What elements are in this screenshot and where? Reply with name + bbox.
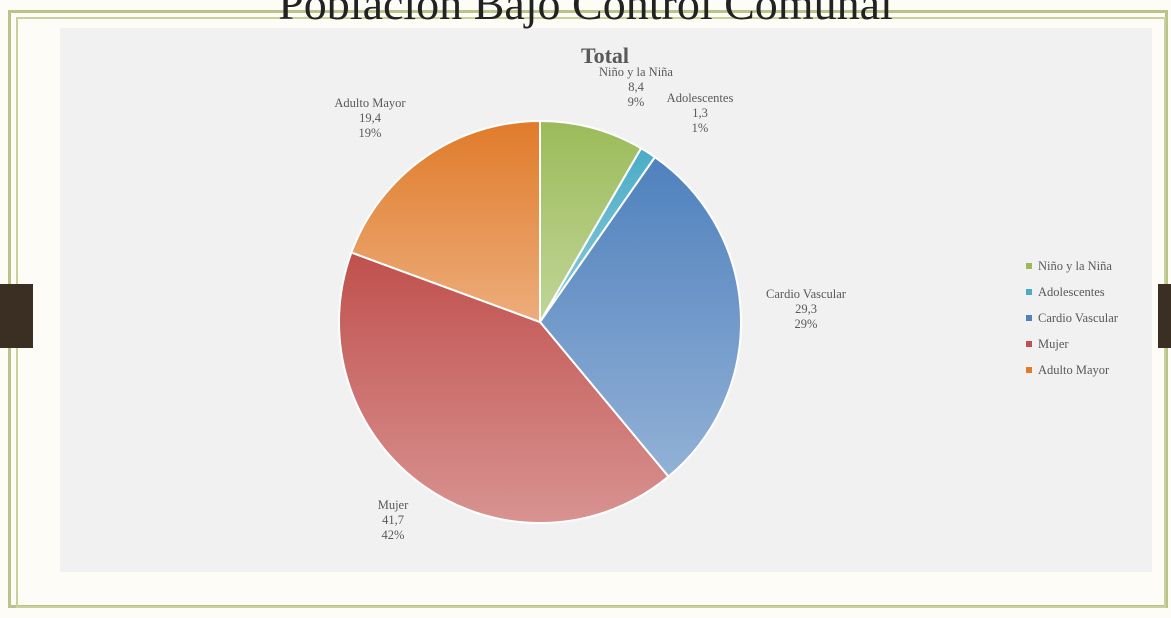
data-label-name-cardio-vascular: Cardio Vascular: [766, 287, 847, 301]
slide-title: Población Bajo Control Comunal: [278, 0, 893, 29]
data-label-percent-adolescentes: 1%: [692, 121, 709, 135]
data-label-value-nino-y-la-nina: 8,4: [628, 80, 644, 94]
legend-label-adolescentes: Adolescentes: [1038, 285, 1105, 299]
data-label-percent-mujer: 42%: [382, 528, 405, 542]
legend-marker-adulto-mayor: [1026, 367, 1032, 373]
legend: Niño y la Niña Adolescentes Cardio Vascula…: [1026, 259, 1119, 377]
pie-slice-cardio-vascular: [538, 155, 742, 478]
legend-marker-adolescentes: [1026, 289, 1032, 295]
data-label-name-adulto-mayor: Adulto Mayor: [334, 96, 406, 110]
data-label-name-nino-y-la-nina: Niño y la Niña: [599, 65, 673, 79]
data-label-value-adulto-mayor: 19,4: [359, 111, 382, 125]
pie-slice-nino-y-la-nina: [539, 119, 643, 326]
data-label-percent-adulto-mayor: 19%: [359, 126, 382, 140]
legend-marker-mujer: [1026, 341, 1032, 347]
slide-left-tab: [0, 284, 33, 348]
legend-label-adulto-mayor: Adulto Mayor: [1038, 363, 1110, 377]
legend-label-cardio-vascular: Cardio Vascular: [1038, 311, 1119, 325]
data-label-value-cardio-vascular: 29,3: [795, 302, 817, 316]
data-label-value-mujer: 41,7: [382, 513, 404, 527]
legend-marker-nino-y-la-nina: [1026, 263, 1032, 269]
pie-slice-adulto-mayor: [350, 119, 541, 324]
legend-marker-cardio-vascular: [1026, 315, 1032, 321]
chart-title: Total: [581, 43, 629, 68]
data-label-percent-nino-y-la-nina: 9%: [628, 95, 645, 109]
legend-label-mujer: Mujer: [1038, 337, 1069, 351]
data-label-name-adolescentes: Adolescentes: [667, 91, 734, 105]
legend-label-nino-y-la-nina: Niño y la Niña: [1038, 259, 1112, 273]
data-label-percent-cardio-vascular: 29%: [795, 317, 818, 331]
pie-slice-mujer: [338, 251, 670, 524]
slide-right-tab: [1158, 284, 1171, 348]
data-label-value-adolescentes: 1,3: [692, 106, 708, 120]
data-label-name-mujer: Mujer: [378, 498, 409, 512]
